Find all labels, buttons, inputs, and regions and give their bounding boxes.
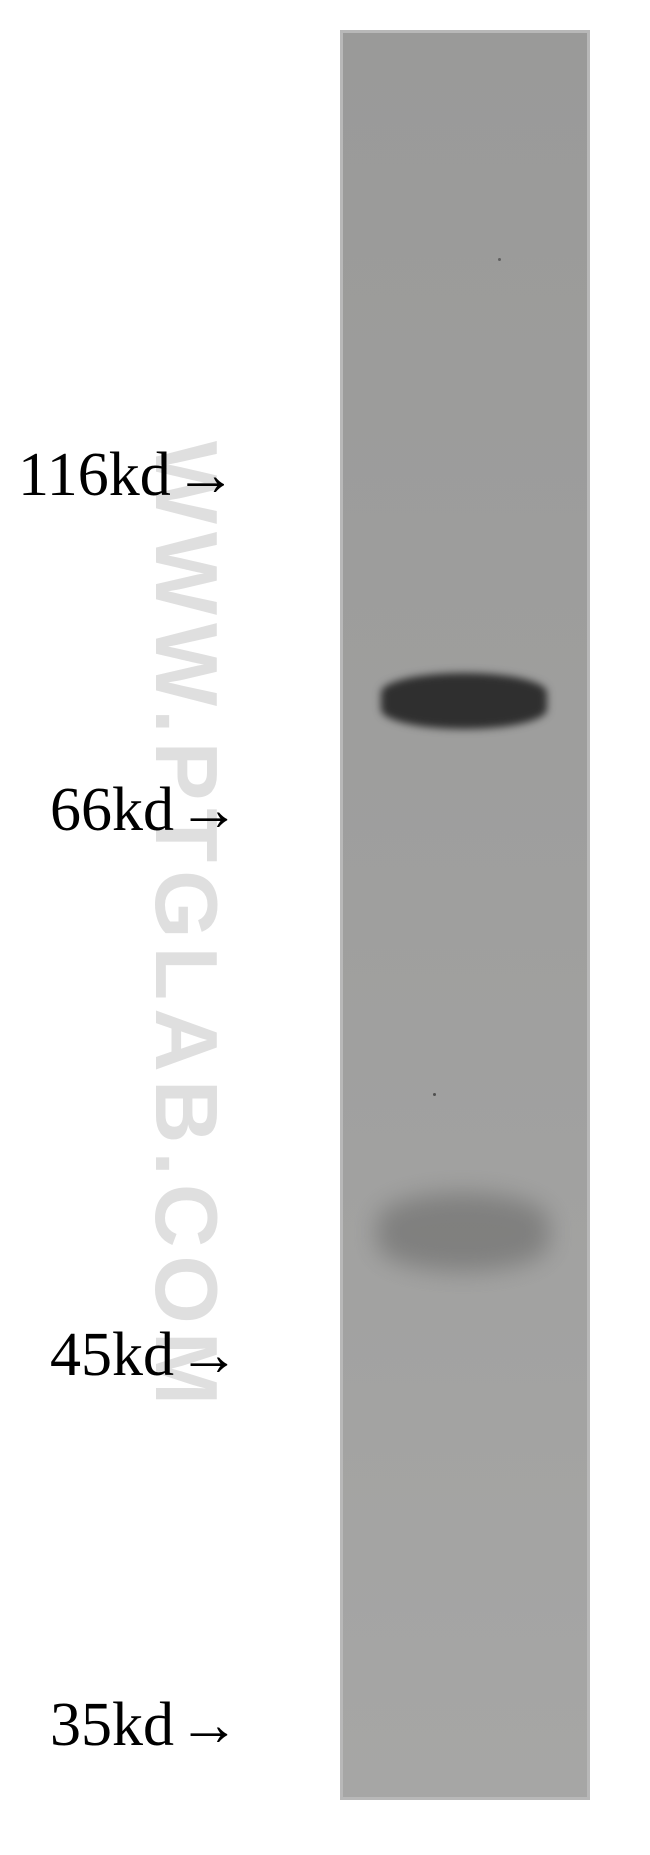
- band-faint: [377, 1193, 549, 1271]
- marker-label-text: 116kd: [18, 440, 171, 511]
- arrow-icon: →: [175, 440, 237, 511]
- speckle: [433, 1093, 436, 1096]
- figure-container: WWW.PTGLAB.COM 116kd→ 66kd→ 45kd→ 35kd→: [0, 0, 650, 1855]
- arrow-icon: →: [178, 1320, 240, 1391]
- marker-label-text: 45kd: [50, 1320, 174, 1391]
- speckle: [498, 258, 501, 261]
- marker-label-text: 66kd: [50, 775, 174, 846]
- blot-lane: [340, 30, 590, 1800]
- marker-45kd: 45kd→: [50, 1320, 240, 1391]
- marker-66kd: 66kd→: [50, 775, 240, 846]
- blot-background: [343, 33, 587, 1797]
- marker-35kd: 35kd→: [50, 1690, 240, 1761]
- arrow-icon: →: [178, 1690, 240, 1761]
- band-strong: [381, 673, 547, 729]
- watermark-text: WWW.PTGLAB.COM: [135, 441, 237, 1413]
- marker-label-text: 35kd: [50, 1690, 174, 1761]
- marker-116kd: 116kd→: [18, 440, 237, 511]
- arrow-icon: →: [178, 775, 240, 846]
